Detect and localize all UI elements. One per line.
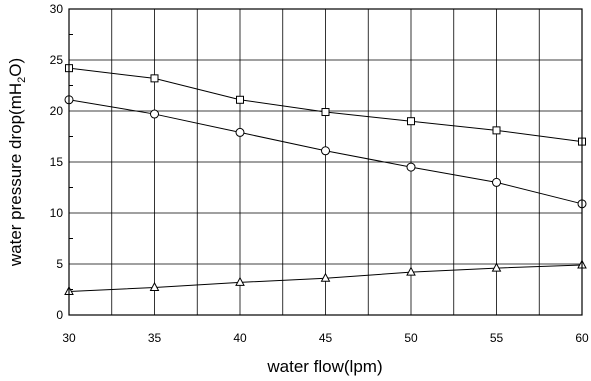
y-axis-title: water pressure drop(mH2O) <box>6 58 28 267</box>
square-marker <box>150 74 159 83</box>
y-axis-title-subscript: 2 <box>16 77 28 83</box>
x-tick-label: 30 <box>62 331 76 345</box>
y-tick-label: 5 <box>56 257 63 271</box>
y-tick-label: 10 <box>50 206 64 220</box>
grid <box>68 8 583 316</box>
square-marker <box>321 108 330 117</box>
x-tick-label: 40 <box>233 331 247 345</box>
circle-marker <box>150 109 159 119</box>
circle-marker <box>406 162 416 172</box>
x-axis-title: water flow(lpm) <box>266 357 382 376</box>
triangle-marker <box>149 281 160 291</box>
square-marker <box>407 117 415 126</box>
y-tick-label: 0 <box>56 308 63 322</box>
circle-marker <box>492 177 501 187</box>
triangle-marker <box>320 272 331 282</box>
plot-frame <box>68 8 583 316</box>
y-tick-label: 30 <box>50 2 64 16</box>
series-layer <box>64 64 587 296</box>
triangle-marker <box>235 276 245 286</box>
triangle-marker <box>406 266 416 276</box>
y-axis-title-main: water pressure drop(mH <box>6 83 25 267</box>
square-marker <box>492 126 501 135</box>
circle-marker <box>321 146 330 156</box>
y-tick-label: 20 <box>50 104 64 118</box>
circle-marker <box>235 127 245 137</box>
x-tick-label: 45 <box>319 331 333 345</box>
y-axis-title-end: O) <box>6 58 25 77</box>
y-tick-label: 25 <box>50 53 64 67</box>
x-tick-label: 55 <box>490 331 504 345</box>
triangle-marker <box>491 262 502 272</box>
x-tick-label: 35 <box>148 331 162 345</box>
x-tick-label: 50 <box>404 331 418 345</box>
x-tick-label: 60 <box>575 331 589 345</box>
square-marker <box>236 95 244 104</box>
y-tick-label: 15 <box>50 155 64 169</box>
tick-labels: 30 35 40 45 50 55 60 0 5 10 15 20 25 30 <box>50 2 589 345</box>
